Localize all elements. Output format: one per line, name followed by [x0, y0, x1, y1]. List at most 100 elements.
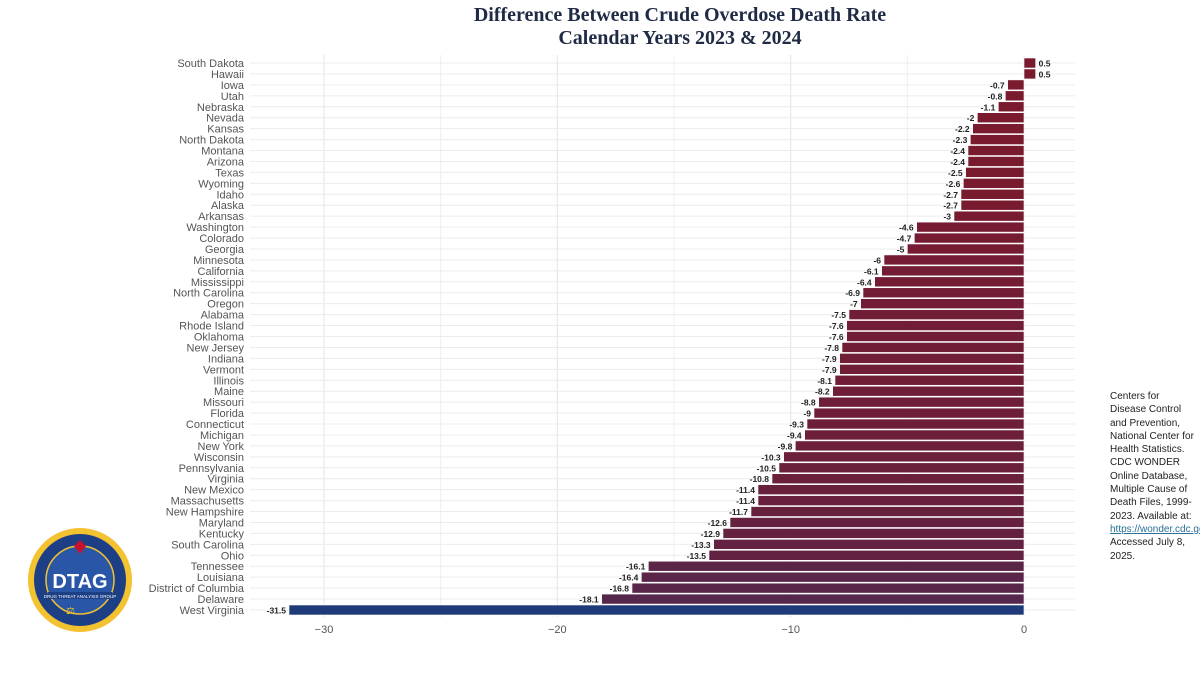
- data-label: -2.4: [950, 146, 965, 156]
- bar: [907, 243, 1025, 255]
- category-label: Maryland: [199, 517, 244, 529]
- bar: [601, 593, 1025, 605]
- bar: [729, 517, 1025, 528]
- category-label: District of Columbia: [149, 583, 245, 595]
- bar: [1005, 90, 1025, 102]
- bar: [804, 429, 1025, 441]
- data-label: -6.4: [857, 277, 872, 287]
- data-label: -9.3: [789, 420, 804, 430]
- category-label: Nevada: [206, 113, 245, 125]
- data-label: -11.7: [729, 507, 748, 517]
- source-note: Centers for Disease Control and Preventi…: [1110, 390, 1200, 563]
- category-label: New Jersey: [187, 342, 245, 354]
- bar: [813, 407, 1025, 419]
- category-label: Utah: [221, 91, 244, 103]
- subtitle-line: Calendar Years 2023 & 2024: [558, 27, 802, 49]
- bar: [806, 418, 1025, 430]
- bar: [977, 112, 1025, 123]
- bar: [839, 353, 1025, 364]
- data-label: -2.2: [955, 124, 970, 134]
- category-label: South Carolina: [171, 539, 245, 551]
- data-label: -0.7: [990, 80, 1005, 90]
- category-label: North Carolina: [173, 288, 245, 300]
- bar-chart: South Dakota 0.5 Hawaii 0.5 Iowa -0.7 Utah -0.8…: [149, 55, 1075, 636]
- category-label: Louisiana: [197, 572, 245, 584]
- source-suffix: . Accessed July 8, 2025.: [1110, 537, 1186, 562]
- bar: [757, 495, 1025, 506]
- bar: [757, 484, 1025, 495]
- category-label: Wyoming: [198, 178, 244, 190]
- x-tick-label: −10: [781, 624, 800, 636]
- bar: [641, 571, 1025, 583]
- data-label: -2.4: [950, 157, 965, 167]
- category-label: Michigan: [200, 430, 244, 442]
- data-label: -13.3: [691, 540, 711, 550]
- data-label: -6: [873, 255, 881, 265]
- category-label: Alabama: [201, 310, 245, 322]
- category-label: Oregon: [207, 299, 244, 311]
- category-label: Tennessee: [191, 561, 244, 573]
- data-label: -13.5: [687, 551, 707, 561]
- data-label: -31.5: [267, 606, 287, 616]
- category-label: Texas: [215, 167, 244, 179]
- bar: [963, 178, 1025, 189]
- data-label: -0.8: [988, 91, 1003, 101]
- bar: [874, 276, 1025, 288]
- data-label: -10.8: [750, 474, 770, 484]
- category-label: New York: [198, 441, 245, 453]
- data-label: -6.9: [845, 288, 860, 298]
- category-label: North Dakota: [179, 135, 245, 147]
- category-label: Virginia: [208, 474, 245, 486]
- data-label: -7.6: [829, 321, 844, 331]
- bar: [818, 396, 1025, 408]
- category-label: Washington: [186, 222, 244, 234]
- data-label: -7.9: [822, 365, 837, 375]
- bar: [960, 188, 1025, 200]
- data-label: -7.6: [829, 332, 844, 342]
- bar: [998, 101, 1025, 113]
- bar: [839, 364, 1025, 375]
- category-label: Vermont: [203, 364, 244, 376]
- category-label: Connecticut: [186, 419, 244, 431]
- data-label: -9: [803, 409, 811, 419]
- x-tick-label: −20: [548, 624, 567, 636]
- bar: [708, 549, 1025, 561]
- logo-subtext: DRUG THREAT ANALYSIS GROUP: [44, 594, 116, 599]
- bar: [965, 167, 1025, 178]
- category-label: Maine: [214, 386, 244, 398]
- data-label: -7.5: [831, 310, 846, 320]
- category-label: Ohio: [221, 550, 244, 562]
- category-label: Georgia: [205, 244, 245, 256]
- category-label: Montana: [201, 146, 245, 158]
- source-link[interactable]: https://wonder.cdc.gov/mcd.html: [1110, 523, 1200, 535]
- category-label: Arizona: [207, 156, 245, 168]
- data-label: -16.8: [610, 584, 630, 594]
- category-label: Kansas: [207, 124, 244, 136]
- category-label: Missouri: [203, 397, 244, 409]
- data-label: 0.5: [1039, 69, 1051, 79]
- bar: [967, 156, 1025, 167]
- category-label: Nebraska: [197, 102, 245, 114]
- bar: [860, 298, 1025, 309]
- category-label: Florida: [210, 408, 245, 420]
- bar: [862, 287, 1025, 299]
- logo-text: DTAG: [52, 571, 107, 593]
- bar: [914, 232, 1025, 244]
- category-label: Hawaii: [211, 69, 244, 81]
- bar: [953, 210, 1025, 222]
- bar: [832, 385, 1025, 397]
- bar: [972, 123, 1025, 134]
- category-label: Arkansas: [198, 211, 244, 223]
- chart-title: Difference Between Crude Overdose Death …: [300, 4, 1060, 50]
- bar: [846, 331, 1025, 342]
- bar: [778, 462, 1025, 474]
- data-label: -12.6: [708, 518, 728, 528]
- category-label: Idaho: [216, 189, 244, 201]
- category-label: New Mexico: [184, 485, 244, 497]
- data-label: -18.1: [579, 595, 599, 605]
- bar: [846, 320, 1025, 331]
- data-label: -11.4: [736, 485, 755, 495]
- data-label: -7.8: [824, 343, 839, 353]
- bar: [841, 342, 1025, 353]
- data-label: -4.7: [897, 234, 912, 244]
